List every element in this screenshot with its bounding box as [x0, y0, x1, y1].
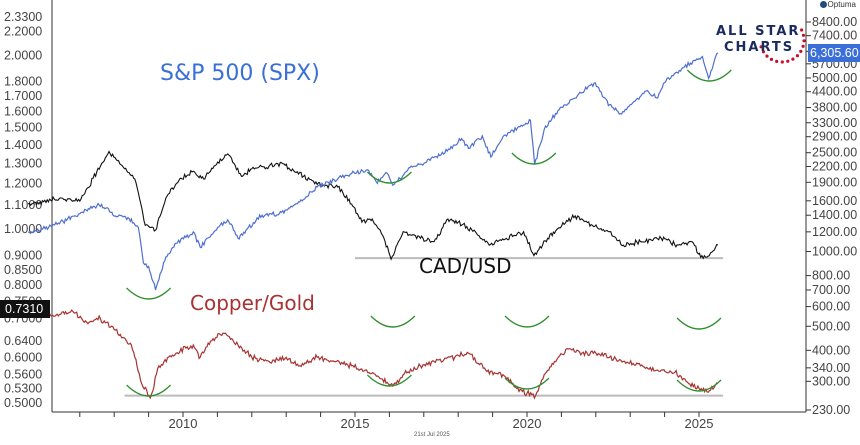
- optuma-label: Optuma: [827, 0, 856, 9]
- right-axis-tick: 500.00: [812, 319, 850, 333]
- logo-star: [765, 54, 769, 58]
- x-axis: 2010 2015 2020 2025: [52, 411, 806, 431]
- right-axis-tick: 400.00: [812, 343, 850, 357]
- support-lines: [124, 257, 724, 397]
- right-axis-tick: 2500.00: [812, 146, 857, 160]
- left-axis-tick: 2.2000: [4, 24, 42, 38]
- optuma-badge: Optuma: [819, 0, 856, 9]
- x-axis-tick: 2025: [685, 416, 714, 431]
- left-value-tag-text: 0.7310: [5, 302, 43, 316]
- left-axis-tick: 1.0000: [4, 222, 42, 236]
- low-highlight-arc: [126, 287, 172, 300]
- cad-usd-line: [27, 150, 719, 261]
- low-highlight-arc: [366, 374, 412, 387]
- last-value-tags: 0.7310 6,305.60: [0, 44, 860, 318]
- low-highlight-arc: [366, 171, 412, 184]
- right-axis-tick: 1200.00: [812, 225, 857, 239]
- star-ring-icon: [759, 28, 806, 64]
- right-axis-tick: 3800.00: [812, 101, 857, 115]
- logo-star: [780, 60, 784, 64]
- logo-line-2: CHARTS: [724, 40, 795, 55]
- left-axis-tick: 0.5600: [4, 368, 42, 382]
- right-axis-tick: 5000.00: [812, 71, 857, 85]
- low-highlight-arc: [686, 69, 732, 82]
- right-value-tag-box: [808, 44, 860, 62]
- right-axis-tick: 8400.00: [812, 15, 857, 29]
- low-highlight-arc: [676, 317, 722, 330]
- left-axis-tick: 1.7000: [4, 89, 42, 103]
- right-axis-tick: 3300.00: [812, 116, 857, 130]
- low-highlight-arc: [504, 315, 550, 328]
- left-axis-tick: 0.8000: [4, 278, 42, 292]
- logo-star: [769, 57, 774, 62]
- low-highlight-arc: [370, 315, 416, 328]
- logo-star: [799, 49, 803, 54]
- right-axis-tick: 1900.00: [812, 175, 857, 189]
- right-axis-tick: 300.00: [812, 374, 850, 388]
- right-axis-tick: 7400.00: [812, 29, 857, 43]
- left-axis-tick: 1.5000: [4, 120, 42, 134]
- left-axis-tick: 2.0000: [4, 48, 42, 62]
- left-axis-tick: 1.4000: [4, 138, 42, 152]
- right-axis-tick: 2900.00: [812, 130, 857, 144]
- logo-star: [775, 59, 779, 64]
- series-lines: [27, 52, 719, 400]
- right-axis-tick: 1400.00: [812, 208, 857, 222]
- right-axis-tick: 1600.00: [812, 194, 857, 208]
- left-axis-tick: 1.8000: [4, 75, 42, 89]
- all-star-charts-logo: ALL STAR CHARTS: [716, 14, 816, 68]
- logo-star: [759, 45, 763, 49]
- low-highlight-arc: [126, 384, 172, 397]
- left-axis-tick: 0.6000: [4, 350, 42, 364]
- copper-gold-line: [27, 299, 719, 400]
- left-axis-tick: 0.6400: [4, 334, 42, 348]
- right-axis: 8400.007400.006400.005700.005000.004400.…: [805, 0, 857, 417]
- chart-date: 21st Jul 2025: [414, 432, 450, 438]
- left-value-tag-box: [0, 300, 50, 318]
- left-axis-tick: 1.6000: [4, 104, 42, 118]
- logo-star: [795, 54, 799, 58]
- low-highlight-arc: [676, 379, 722, 392]
- right-axis-tick: 800.00: [812, 269, 850, 283]
- logo-star: [761, 50, 766, 54]
- smile-annotations: [126, 69, 732, 397]
- left-axis-tick: 0.5000: [4, 396, 42, 410]
- left-axis-tick: 1.2000: [4, 176, 42, 190]
- right-axis-tick: 230.00: [812, 403, 850, 417]
- right-axis-tick: 4400.00: [812, 85, 857, 99]
- cad-usd-label: CAD/USD: [419, 254, 512, 278]
- spx-label: S&P 500 (SPX): [160, 61, 320, 86]
- copper-gold-label: Copper/Gold: [190, 291, 315, 315]
- logo-line-1: ALL STAR: [716, 24, 801, 39]
- logo-star: [801, 44, 805, 48]
- optuma-icon: [819, 1, 827, 8]
- left-axis-tick: 0.8500: [4, 263, 42, 277]
- right-value-tag-text: 6,305.60: [810, 46, 859, 60]
- x-axis-tick: 2020: [513, 416, 542, 431]
- left-axis-tick: 1.1000: [4, 198, 42, 212]
- right-axis-tick: 2200.00: [812, 159, 857, 173]
- logo-star: [791, 57, 795, 61]
- logo-star: [800, 28, 804, 32]
- x-axis-tick: 2015: [341, 416, 370, 431]
- left-axis-tick: 1.3000: [4, 156, 42, 170]
- right-axis-tick: 340.00: [812, 361, 850, 375]
- low-highlight-arc: [511, 152, 557, 165]
- spx-line: [27, 52, 719, 291]
- series-labels: S&P 500 (SPX) CAD/USD Copper/Gold: [160, 61, 512, 315]
- logo-star: [801, 33, 806, 37]
- logo-star: [786, 59, 790, 63]
- low-highlight-arc: [504, 377, 550, 390]
- right-axis-tick: 700.00: [812, 283, 850, 297]
- left-axis-tick: 0.9000: [4, 249, 42, 263]
- x-axis-tick: 2010: [169, 416, 198, 431]
- left-axis-tick: 2.3300: [4, 10, 42, 24]
- logo-star: [802, 39, 806, 43]
- right-axis-tick: 600.00: [812, 300, 850, 314]
- right-axis-tick: 1000.00: [812, 245, 857, 259]
- left-axis-tick: 0.5300: [4, 381, 42, 395]
